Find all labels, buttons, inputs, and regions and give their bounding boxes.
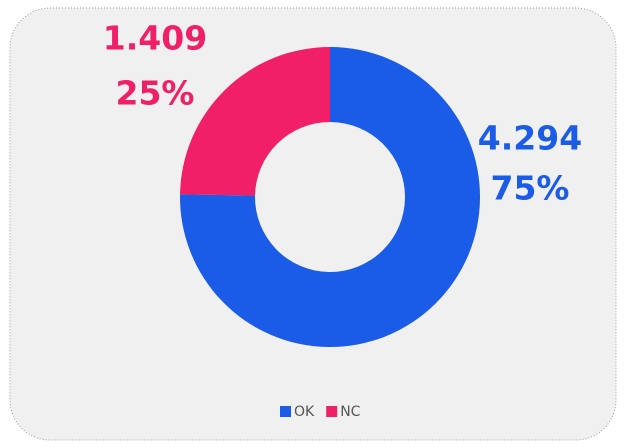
legend-label: OK [294, 404, 315, 420]
value-label: 4.294 [478, 119, 582, 158]
legend-swatch [326, 406, 338, 417]
legend-label: NC [340, 404, 360, 420]
card [9, 7, 617, 441]
percent-label: 75% [491, 169, 570, 208]
donut-segment [180, 47, 481, 347]
donut-segment [180, 47, 330, 196]
value-label: 1.409 [103, 19, 207, 58]
percent-label: 25% [116, 74, 195, 113]
legend-swatch [280, 406, 291, 417]
